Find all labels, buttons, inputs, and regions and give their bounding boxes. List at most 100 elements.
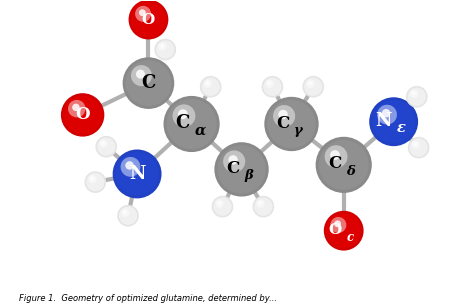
Circle shape	[213, 197, 232, 216]
Circle shape	[326, 213, 361, 248]
Text: α: α	[194, 123, 206, 137]
Circle shape	[304, 78, 322, 96]
Circle shape	[370, 98, 417, 145]
Text: δ: δ	[346, 165, 356, 178]
Circle shape	[258, 201, 262, 205]
Circle shape	[267, 81, 271, 85]
Circle shape	[131, 65, 152, 86]
Circle shape	[303, 77, 323, 97]
Circle shape	[254, 197, 273, 216]
Text: O: O	[328, 223, 342, 237]
Circle shape	[96, 137, 116, 157]
Circle shape	[263, 77, 283, 97]
Text: C: C	[227, 160, 240, 177]
Circle shape	[99, 139, 108, 148]
Circle shape	[325, 145, 347, 168]
Text: ε: ε	[396, 121, 405, 135]
Circle shape	[173, 104, 195, 127]
Circle shape	[131, 2, 166, 37]
Circle shape	[253, 197, 273, 217]
Circle shape	[218, 201, 221, 205]
Circle shape	[319, 140, 369, 190]
Circle shape	[382, 109, 391, 118]
Circle shape	[68, 100, 85, 117]
Circle shape	[101, 141, 105, 145]
Circle shape	[278, 110, 288, 119]
Circle shape	[121, 208, 129, 217]
Circle shape	[217, 145, 266, 194]
Circle shape	[126, 60, 172, 106]
Circle shape	[412, 91, 415, 95]
Circle shape	[125, 161, 134, 170]
Circle shape	[139, 9, 146, 16]
Circle shape	[119, 207, 137, 225]
Circle shape	[228, 155, 238, 165]
Text: C: C	[328, 155, 342, 173]
Text: N: N	[375, 112, 392, 130]
Circle shape	[129, 1, 167, 39]
Circle shape	[330, 150, 340, 160]
Text: C: C	[175, 114, 190, 132]
Circle shape	[201, 77, 221, 97]
Circle shape	[256, 200, 265, 208]
Circle shape	[325, 212, 363, 250]
Circle shape	[265, 80, 274, 88]
Text: O: O	[75, 107, 90, 123]
Circle shape	[166, 99, 217, 149]
Circle shape	[216, 200, 224, 208]
Circle shape	[407, 87, 427, 107]
Text: γ: γ	[294, 124, 303, 137]
Circle shape	[201, 78, 220, 96]
Text: β: β	[244, 169, 253, 182]
Text: C: C	[141, 74, 155, 92]
Text: O: O	[142, 13, 155, 26]
Circle shape	[223, 150, 245, 173]
Circle shape	[377, 105, 397, 125]
Text: N: N	[129, 165, 146, 183]
Circle shape	[164, 97, 219, 151]
Circle shape	[72, 104, 80, 111]
Circle shape	[124, 58, 173, 108]
Circle shape	[123, 210, 127, 214]
Circle shape	[408, 87, 426, 106]
Text: C: C	[276, 115, 290, 132]
Circle shape	[411, 140, 420, 149]
Circle shape	[91, 177, 94, 180]
Circle shape	[212, 197, 232, 217]
Circle shape	[156, 40, 174, 59]
Circle shape	[120, 157, 140, 177]
Circle shape	[273, 105, 295, 127]
Circle shape	[64, 96, 102, 134]
Circle shape	[88, 175, 97, 183]
Circle shape	[204, 80, 212, 88]
Circle shape	[410, 90, 418, 98]
Circle shape	[215, 143, 268, 196]
Circle shape	[86, 173, 105, 191]
Circle shape	[160, 44, 164, 48]
Circle shape	[135, 6, 151, 22]
Circle shape	[306, 80, 315, 88]
Circle shape	[317, 138, 371, 192]
Circle shape	[206, 81, 209, 85]
Circle shape	[178, 109, 188, 119]
Circle shape	[118, 206, 138, 226]
Circle shape	[409, 138, 428, 157]
Text: Figure 1.  Geometry of optimized glutamine, determined by...: Figure 1. Geometry of optimized glutamin…	[19, 293, 277, 303]
Circle shape	[308, 81, 312, 85]
Circle shape	[267, 100, 316, 148]
Circle shape	[265, 98, 318, 150]
Circle shape	[372, 100, 415, 143]
Circle shape	[136, 70, 145, 79]
Circle shape	[330, 217, 346, 233]
Circle shape	[62, 94, 103, 136]
Circle shape	[410, 138, 428, 157]
Circle shape	[155, 40, 175, 60]
Circle shape	[97, 138, 116, 156]
Circle shape	[85, 172, 105, 192]
Circle shape	[113, 150, 161, 197]
Circle shape	[334, 220, 341, 227]
Circle shape	[414, 142, 417, 146]
Text: c: c	[346, 231, 354, 243]
Circle shape	[158, 42, 167, 51]
Circle shape	[115, 152, 159, 196]
